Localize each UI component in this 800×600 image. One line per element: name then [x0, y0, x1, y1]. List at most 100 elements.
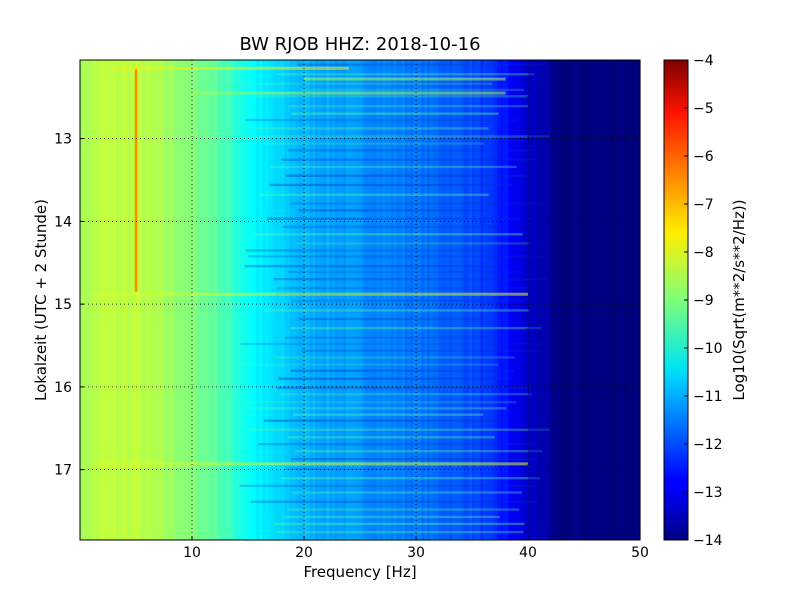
- plot-area: [79, 59, 641, 542]
- heatmap-column: [399, 60, 403, 540]
- heatmap-stripe: [300, 88, 524, 92]
- heatmap-stripe: [281, 476, 540, 480]
- colorbar-tick-label: −13: [693, 485, 723, 501]
- bright-time-row: [91, 292, 528, 296]
- heatmap-column: [556, 60, 560, 540]
- plot-frame: [79, 59, 641, 541]
- heatmap-column: [295, 60, 299, 540]
- grid-lines: [80, 60, 640, 540]
- heatmap-column: [578, 60, 582, 540]
- heatmap-column: [603, 60, 607, 540]
- heatmap-column: [418, 60, 423, 540]
- heatmap-stripe: [274, 356, 515, 359]
- heatmap-stripe: [250, 500, 538, 504]
- heatmap-column: [329, 60, 333, 540]
- heatmap-stripe: [291, 491, 523, 494]
- heatmap-column: [172, 60, 176, 540]
- heatmap-column: [413, 60, 417, 540]
- heatmap-column: [357, 60, 361, 540]
- heatmap-stripe: [281, 158, 538, 161]
- heatmap-column: [351, 60, 355, 540]
- heatmap-stripe: [270, 165, 517, 169]
- heatmap-stripe: [269, 183, 513, 187]
- heatmap-column: [416, 60, 420, 540]
- heatmap-column: [248, 60, 252, 540]
- heatmap-column: [390, 60, 395, 540]
- heatmap-column: [105, 60, 109, 540]
- heatmap-column: [388, 60, 392, 540]
- heatmap-stripe: [253, 95, 529, 98]
- heatmap-stripe: [263, 419, 505, 422]
- heatmap-column: [404, 60, 409, 540]
- heatmap-column: [133, 60, 137, 540]
- heatmap-stripe: [285, 174, 526, 177]
- heatmap-stripe: [289, 202, 548, 205]
- heatmap-column: [508, 60, 512, 540]
- heatmap-column: [631, 60, 635, 540]
- heatmap-column: [474, 60, 479, 540]
- heatmap-column: [267, 60, 271, 540]
- y-axis-label: Lokalzeit (UTC + 2 Stunde): [32, 199, 50, 401]
- heatmap-column: [264, 60, 269, 540]
- heatmap-column: [600, 60, 605, 540]
- heatmap-column: [365, 60, 369, 540]
- heatmap-column: [477, 60, 481, 540]
- heatmap-stripe: [284, 467, 503, 471]
- heatmap-column: [516, 60, 521, 540]
- heatmap-column: [427, 60, 431, 540]
- heatmap-column: [152, 60, 157, 540]
- heatmap-stripe: [245, 118, 518, 122]
- heatmap-column: [236, 60, 241, 540]
- heatmap-stripe: [255, 127, 489, 130]
- heatmap-column: [332, 60, 336, 540]
- heatmap-column: [290, 60, 294, 540]
- heatmap-column: [505, 60, 509, 540]
- heatmap-column: [396, 60, 400, 540]
- heatmap-stripe: [291, 369, 515, 372]
- heatmap-column: [253, 60, 257, 540]
- heatmap-column: [211, 60, 215, 540]
- heatmap-column: [318, 60, 322, 540]
- heatmap-column: [628, 60, 633, 540]
- colorbar-label: Log10(Sqrt(m**2/s**2/Hz)): [730, 199, 748, 400]
- heatmap-column: [189, 60, 193, 540]
- heatmap-stripe: [301, 349, 542, 353]
- heatmap-column: [483, 60, 487, 540]
- heatmap-stripe: [258, 442, 538, 446]
- heatmap-column: [180, 60, 185, 540]
- heatmap-column: [122, 60, 126, 540]
- heatmap-column: [315, 60, 319, 540]
- heatmap-column: [203, 60, 207, 540]
- heatmap-column: [231, 60, 235, 540]
- heatmap-stripe: [250, 407, 507, 410]
- heatmap-column: [208, 60, 213, 540]
- heatmap-column: [452, 60, 456, 540]
- heatmap-column: [385, 60, 389, 540]
- heatmap-column: [150, 60, 154, 540]
- heatmap-stripes: [239, 63, 550, 542]
- heatmap-column: [558, 60, 563, 540]
- heatmap-stripe: [273, 522, 525, 526]
- heatmap-column: [589, 60, 593, 540]
- heatmap-column: [166, 60, 171, 540]
- heatmap-column: [276, 60, 280, 540]
- heatmap-column: [334, 60, 339, 540]
- heatmap-stripe: [278, 377, 510, 380]
- heatmap-column: [127, 60, 131, 540]
- heatmap-column: [502, 60, 507, 540]
- colorbar-tick-label: −11: [693, 389, 723, 405]
- heatmap-column: [466, 60, 470, 540]
- heatmap-column: [435, 60, 439, 540]
- heatmap-stripe: [266, 217, 520, 220]
- heatmap-column: [85, 60, 89, 540]
- colorbar-tick-label: −5: [693, 101, 714, 117]
- heatmap-column: [234, 60, 238, 540]
- heatmap-stripe: [287, 436, 495, 439]
- heatmap-column: [522, 60, 526, 540]
- heatmap-stripe: [291, 457, 539, 461]
- bright-time-row: [192, 91, 506, 95]
- heatmap-column: [340, 60, 344, 540]
- heatmap-column: [446, 60, 451, 540]
- colorbar-tick-label: −10: [693, 341, 723, 357]
- heatmap-column: [80, 60, 84, 540]
